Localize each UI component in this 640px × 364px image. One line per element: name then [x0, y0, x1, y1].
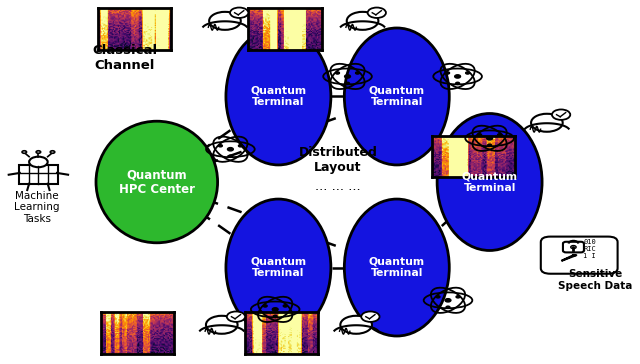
Circle shape: [230, 8, 248, 18]
Circle shape: [272, 308, 278, 311]
Text: Quantum
Terminal: Quantum Terminal: [461, 171, 518, 193]
Circle shape: [227, 312, 245, 322]
Circle shape: [454, 75, 461, 78]
Circle shape: [29, 157, 47, 167]
Circle shape: [218, 145, 222, 147]
Circle shape: [227, 147, 234, 151]
Circle shape: [466, 72, 470, 74]
Circle shape: [347, 12, 378, 30]
Circle shape: [344, 75, 351, 78]
Circle shape: [206, 316, 237, 334]
Circle shape: [273, 315, 277, 317]
Circle shape: [361, 312, 380, 322]
Circle shape: [552, 110, 570, 120]
Circle shape: [446, 306, 450, 308]
Text: Quantum
Terminal: Quantum Terminal: [250, 86, 307, 107]
Circle shape: [498, 134, 502, 136]
Text: Distributed
Layout: Distributed Layout: [298, 146, 378, 174]
Circle shape: [571, 246, 576, 249]
Circle shape: [436, 296, 440, 298]
Circle shape: [22, 151, 26, 153]
Circle shape: [445, 298, 451, 302]
Ellipse shape: [344, 199, 449, 336]
Circle shape: [239, 145, 243, 147]
Text: Quantum
Terminal: Quantum Terminal: [369, 257, 425, 278]
FancyBboxPatch shape: [541, 237, 618, 274]
Text: Sensitive
Speech Data: Sensitive Speech Data: [558, 269, 632, 291]
Circle shape: [486, 136, 493, 140]
Circle shape: [335, 72, 339, 74]
Polygon shape: [562, 255, 577, 261]
Circle shape: [572, 246, 575, 248]
FancyBboxPatch shape: [19, 165, 58, 185]
Circle shape: [445, 72, 449, 74]
Circle shape: [228, 155, 232, 157]
Circle shape: [356, 72, 360, 74]
Circle shape: [36, 151, 40, 153]
Circle shape: [456, 296, 460, 298]
Text: Quantum
Terminal: Quantum Terminal: [250, 257, 307, 278]
Text: ... ... ...: ... ... ...: [315, 180, 361, 193]
Circle shape: [340, 316, 372, 334]
Circle shape: [51, 151, 55, 153]
Ellipse shape: [226, 28, 331, 165]
Circle shape: [263, 305, 267, 307]
Circle shape: [367, 8, 386, 18]
Circle shape: [346, 82, 349, 84]
Circle shape: [477, 134, 481, 136]
Ellipse shape: [96, 121, 218, 243]
Text: Classical
Channel: Classical Channel: [92, 44, 157, 72]
Circle shape: [531, 114, 563, 132]
Circle shape: [456, 82, 460, 84]
Ellipse shape: [437, 114, 542, 250]
Circle shape: [488, 144, 492, 146]
Ellipse shape: [226, 199, 331, 336]
Text: Machine
Learning
Tasks: Machine Learning Tasks: [14, 191, 60, 224]
Text: Quantum
HPC Center: Quantum HPC Center: [119, 168, 195, 196]
Circle shape: [209, 12, 241, 30]
Ellipse shape: [344, 28, 449, 165]
Text: 010
RIC
1 I: 010 RIC 1 I: [583, 239, 596, 259]
FancyBboxPatch shape: [563, 242, 584, 252]
Text: Quantum
Terminal: Quantum Terminal: [369, 86, 425, 107]
Circle shape: [284, 305, 287, 307]
